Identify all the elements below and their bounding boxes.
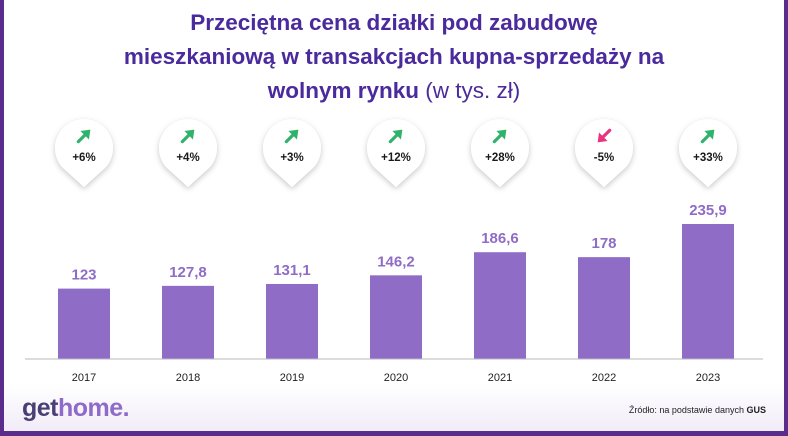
arrow-up-right-icon <box>388 129 403 144</box>
arrow-up-right-icon <box>76 129 91 144</box>
frame-border-right <box>784 0 788 436</box>
badge-pin-shape <box>367 119 425 187</box>
footer-band <box>4 384 784 431</box>
title-line-2: mieszkaniową w transakcjach kupna-sprzed… <box>123 44 665 69</box>
arrow-up-right-icon <box>180 129 195 144</box>
change-badge-2018: +4% <box>159 119 217 187</box>
change-badge-2023: +33% <box>679 119 737 187</box>
change-label-2017: +6% <box>72 152 95 164</box>
x-tick-2021: 2021 <box>488 372 512 384</box>
badge-pin-shape <box>54 119 113 187</box>
bars <box>58 224 734 359</box>
bar-2020 <box>370 275 422 359</box>
change-label-2018: +4% <box>176 152 199 164</box>
bar-2017 <box>58 288 110 359</box>
change-label-2023: +33% <box>693 152 723 164</box>
title-line-3: wolnym rynku (w tys. zł) <box>40 74 748 108</box>
value-label-2022: 178 <box>591 235 616 252</box>
badge-pin-shape <box>263 119 321 187</box>
source-text: Źródło: na podstawie danych <box>628 405 744 415</box>
frame-border-left <box>0 0 4 436</box>
change-label-2021: +28% <box>485 152 515 164</box>
change-badge-2022: -5% <box>575 119 633 187</box>
change-badge-2021: +28% <box>470 119 529 187</box>
value-label-2017: 123 <box>71 267 96 284</box>
arrow-up-right-icon <box>700 129 715 144</box>
chart-title: Przeciętna cena działki pod zabudowę mie… <box>40 6 748 108</box>
change-label-2020: +12% <box>381 152 411 164</box>
change-badges: +6% +4% +3% +12% +28% -5% +33% <box>54 119 737 187</box>
badge-pin-shape <box>470 119 529 187</box>
value-label-2020: 146,2 <box>377 253 415 270</box>
change-badge-2019: +3% <box>263 119 321 187</box>
bar-2022 <box>578 257 630 359</box>
bar-2018 <box>162 285 214 359</box>
x-tick-2019: 2019 <box>280 372 304 384</box>
badge-pin-shape <box>575 119 633 187</box>
change-label-2019: +3% <box>280 152 303 164</box>
x-tick-2022: 2022 <box>592 372 616 384</box>
bar-2021 <box>474 252 526 359</box>
arrow-up-right-icon <box>284 129 299 144</box>
bar-2019 <box>266 283 318 359</box>
value-label-2019: 131,1 <box>273 262 311 279</box>
frame-border-bottom <box>0 431 788 436</box>
x-tick-2020: 2020 <box>384 372 408 384</box>
x-tick-2023: 2023 <box>696 372 720 384</box>
change-label-2022: -5% <box>594 152 614 164</box>
bar-2023 <box>682 224 734 359</box>
badge-pin-shape <box>159 119 217 187</box>
value-labels: 123 127,8 131,1 146,2 186,6 178 235,9 <box>71 202 726 284</box>
arrow-down-left-icon <box>597 128 612 143</box>
x-tick-2017: 2017 <box>72 372 96 384</box>
title-unit: (w tys. zł) <box>425 78 521 103</box>
x-tick-2018: 2018 <box>176 372 200 384</box>
title-line-1: Przeciętna cena działki pod zabudowę <box>190 10 598 35</box>
gethome-logo: gethome. <box>22 394 130 423</box>
value-label-2018: 127,8 <box>169 264 207 281</box>
value-label-2023: 235,9 <box>689 202 727 219</box>
x-tick-labels: 2017 2018 2019 2020 2021 2022 2023 <box>72 372 720 384</box>
change-badge-2020: +12% <box>367 119 425 187</box>
source-note: Źródło: na podstawie danych GUS <box>629 405 766 415</box>
source-gus: GUS <box>746 405 766 415</box>
logo-home: home. <box>58 394 130 422</box>
change-badge-2017: +6% <box>54 119 113 187</box>
arrow-up-right-icon <box>492 129 507 144</box>
title-line-3-bold: wolnym rynku <box>267 78 420 103</box>
badge-pin-shape <box>679 119 737 187</box>
logo-get: get <box>22 394 59 422</box>
value-label-2021: 186,6 <box>481 230 519 247</box>
